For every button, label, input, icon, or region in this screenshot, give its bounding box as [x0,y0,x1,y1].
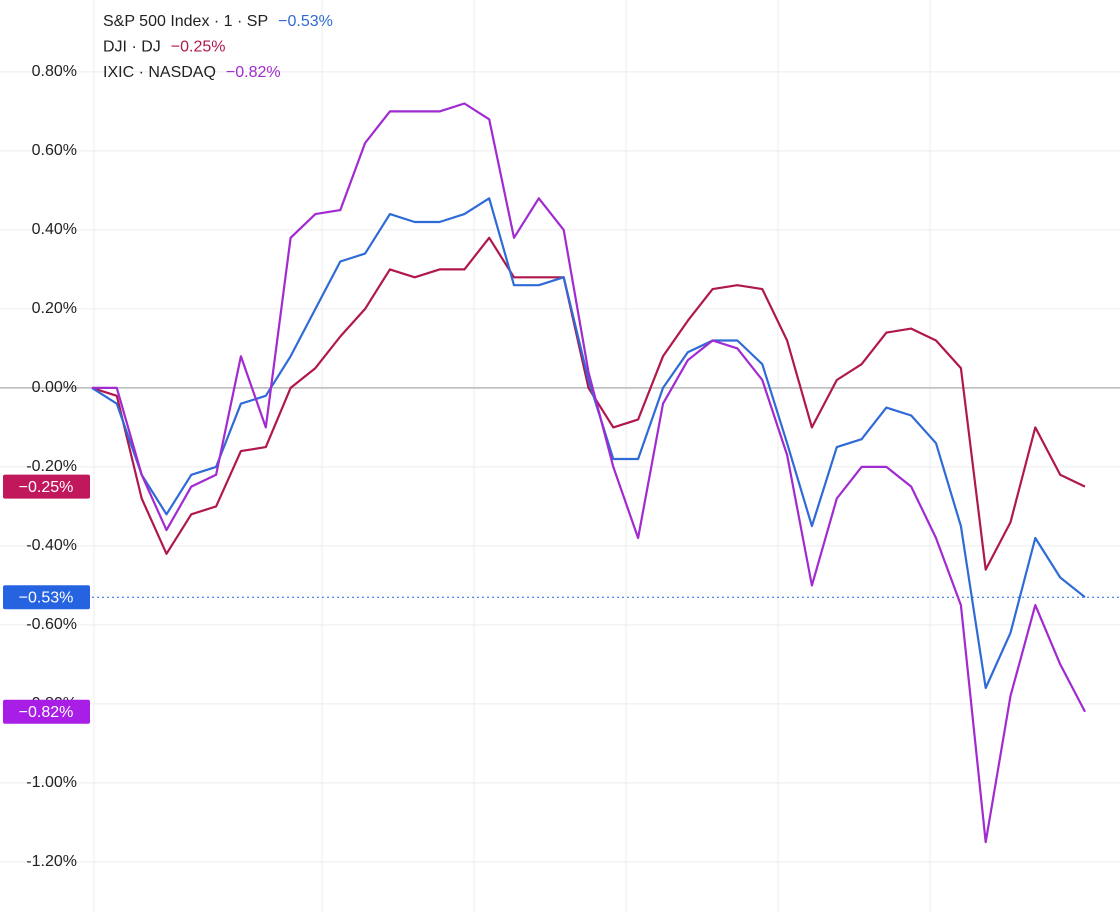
y-tick-label: 0.40% [32,221,77,238]
y-tick-label: -0.20% [26,458,77,475]
y-tick-label: -1.20% [26,853,77,870]
value-badge [3,585,90,610]
legend-value: −0.25% [171,39,226,56]
value-badge-label: −0.82% [19,704,74,721]
y-tick-label: 0.60% [32,142,77,159]
y-tick-label: 0.80% [32,63,77,80]
y-tick-label: -0.40% [26,537,77,554]
value-badge [3,474,90,499]
value-badge-label: −0.53% [19,589,74,606]
y-tick-label: -0.60% [26,616,77,633]
y-tick-label: -1.00% [26,774,77,791]
y-tick-label: 0.00% [32,379,77,396]
y-tick-label: 0.20% [32,300,77,317]
legend-name: IXIC · NASDAQ [103,64,216,81]
value-badge-label: −0.25% [19,479,74,496]
legend-value: −0.82% [226,64,281,81]
value-badge [3,699,90,724]
legend-name: DJI · DJ [103,39,161,56]
series-line [92,102,1086,844]
series-line [91,236,1086,571]
series-line [91,197,1086,690]
vertical-grid [93,0,931,912]
legend-name: S&P 500 Index · 1 · SP [103,13,268,30]
legend-value: −0.53% [278,13,333,30]
